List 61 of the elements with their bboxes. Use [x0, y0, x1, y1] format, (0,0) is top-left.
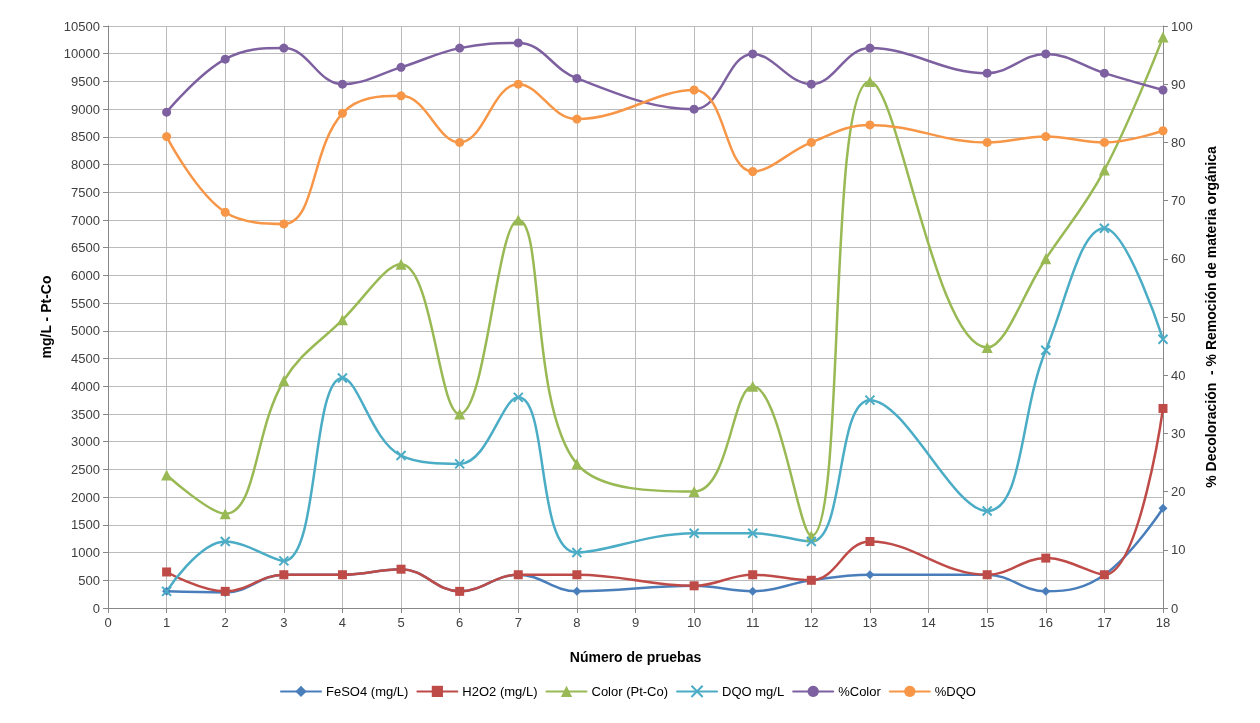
x-tick-label: 1 [162, 615, 171, 630]
y-tick-label: 4000 [71, 378, 100, 394]
x-tick-label: 16 [1038, 615, 1054, 630]
y2-tick-label: 60 [1171, 251, 1186, 267]
y-tick-label: 5500 [71, 295, 100, 311]
y2-tick-label: 10 [1171, 542, 1186, 558]
legend-label: Color (Pt-Co) [591, 683, 669, 699]
y-tick-label: 2500 [71, 461, 100, 477]
y2-tick-label: 70 [1171, 193, 1186, 209]
legend-label: %Color [838, 683, 882, 699]
y-tick-label: 7500 [71, 184, 100, 200]
x-tick-label: 8 [573, 615, 581, 630]
x-tick-label: 13 [862, 615, 878, 630]
x-tick-label: 7 [514, 615, 522, 630]
y-tick-label: 0 [92, 600, 100, 616]
x-tick-label: 10 [686, 615, 702, 630]
x-tick-label: 6 [456, 615, 464, 630]
y-tick-label: 7000 [71, 212, 100, 228]
y-tick-label: 10500 [63, 18, 100, 34]
y-tick-label: 9500 [71, 73, 100, 89]
x-tick-label: 2 [221, 615, 229, 630]
y-tick-label: 5000 [71, 323, 100, 339]
x-tick-label: 4 [338, 615, 347, 630]
y-tick-label: 6500 [71, 240, 100, 256]
legend-label: FeSO4 (mg/L) [326, 683, 409, 699]
x-tick-label: 3 [280, 615, 288, 630]
x-tick-label: 18 [1155, 615, 1171, 630]
y-tick-label: 1000 [71, 545, 100, 561]
x-tick-label: 14 [921, 615, 936, 630]
y2-tick-label: 80 [1171, 134, 1186, 150]
y2-tick-label: 30 [1171, 425, 1186, 441]
y-tick-label: 1500 [71, 517, 100, 533]
x-tick-label: 12 [804, 615, 819, 630]
y-tick-label: 500 [78, 572, 100, 588]
legend-label: H2O2 (mg/L) [462, 683, 538, 699]
y2-tick-label: 100 [1171, 18, 1193, 34]
x-axis-title: Número de pruebas [569, 649, 702, 665]
y-tick-label: 8500 [71, 129, 100, 145]
x-tick-label: 11 [745, 615, 760, 630]
y2-axis-title: % Decoloración - % Remoción de materia orgánica [1202, 146, 1219, 488]
y2-tick-label: 50 [1171, 309, 1186, 325]
y2-tick-label: 20 [1171, 484, 1186, 500]
x-tick-label: 17 [1097, 615, 1112, 630]
x-tick-label: 0 [104, 615, 112, 630]
x-tick-label: 15 [979, 615, 995, 630]
y-tick-label: 3500 [71, 406, 100, 422]
y2-tick-label: 40 [1171, 367, 1186, 383]
legend-label: DQO mg/L [722, 683, 785, 699]
legend-label: %DQO [934, 683, 976, 699]
y2-tick-label: 0 [1171, 600, 1179, 616]
y-axis-title: mg/L - Pt-Co [37, 275, 54, 359]
y-tick-label: 3000 [71, 434, 100, 450]
y2-tick-label: 90 [1171, 76, 1186, 92]
y-tick-label: 4500 [71, 351, 100, 367]
y-tick-label: 2000 [71, 489, 100, 505]
y-tick-label: 8000 [71, 157, 100, 173]
y-tick-label: 9000 [71, 101, 100, 117]
x-tick-label: 9 [631, 615, 640, 630]
y-tick-label: 6000 [71, 267, 100, 283]
y-tick-label: 10000 [63, 46, 100, 62]
x-tick-label: 5 [397, 615, 405, 630]
